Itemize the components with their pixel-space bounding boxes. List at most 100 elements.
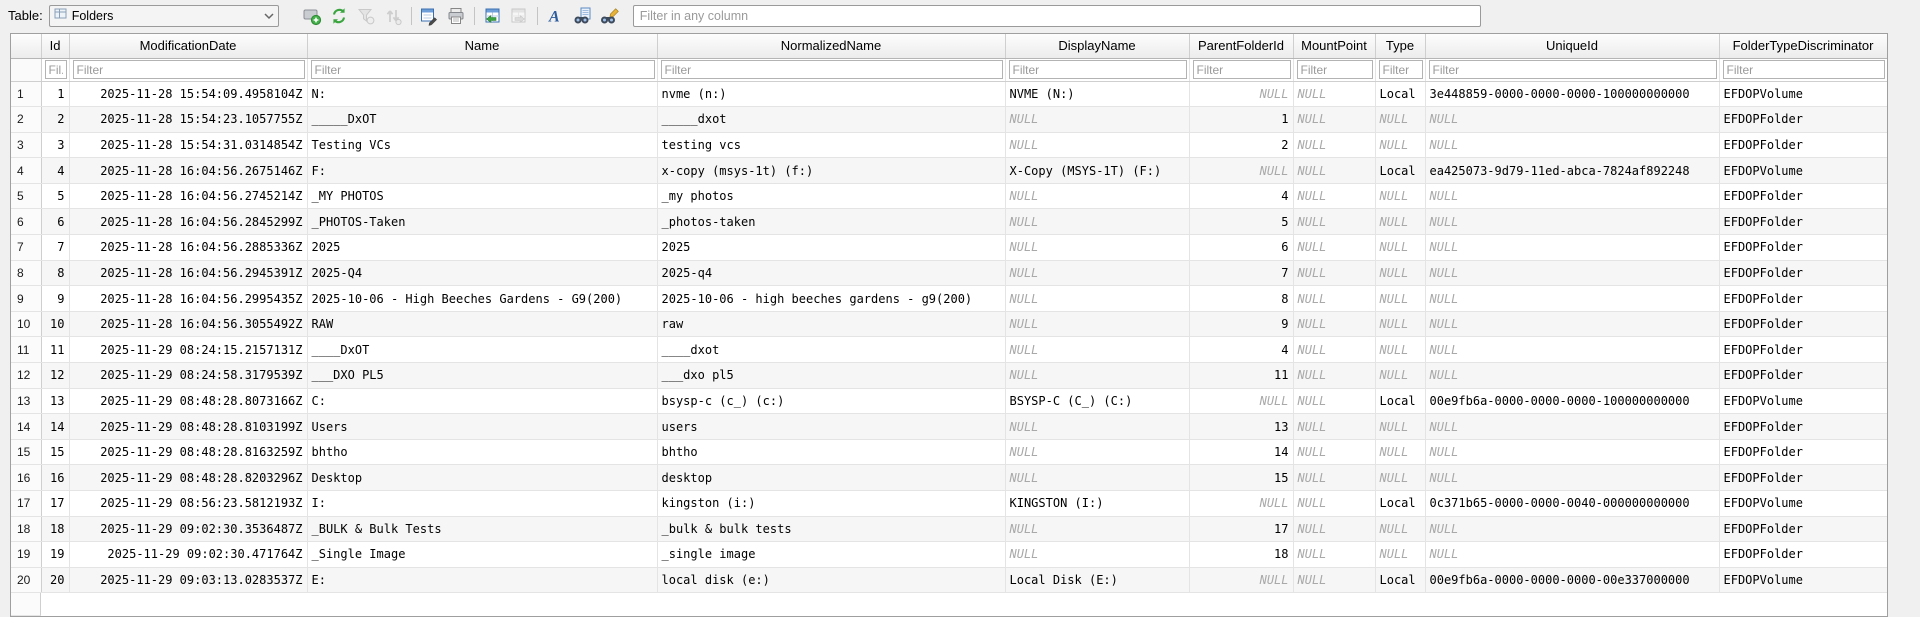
cell-parentfolderid[interactable]: 18 bbox=[1189, 541, 1294, 568]
cell-type[interactable]: NULL bbox=[1375, 260, 1426, 287]
cell-type[interactable]: Local bbox=[1375, 81, 1426, 108]
column-header-displayname[interactable]: DisplayName bbox=[1005, 34, 1190, 59]
cell-displayname[interactable]: NULL bbox=[1005, 439, 1190, 466]
cell-uniqueid[interactable]: NULL bbox=[1425, 234, 1720, 261]
row-number[interactable]: 6 bbox=[11, 208, 42, 236]
cell-normalizedname[interactable]: users bbox=[657, 413, 1006, 440]
cell-mountpoint[interactable]: NULL bbox=[1293, 157, 1376, 184]
cell-name[interactable]: 2025-Q4 bbox=[307, 260, 658, 287]
cell-mountpoint[interactable]: NULL bbox=[1293, 106, 1376, 133]
column-header-modificationdate[interactable]: ModificationDate bbox=[69, 34, 308, 59]
cell-modificationdate[interactable]: 2025-11-28 16:04:56.2675146Z bbox=[69, 157, 308, 184]
row-number[interactable]: 3 bbox=[11, 132, 42, 159]
column-filter-input-displayname[interactable] bbox=[1008, 60, 1187, 79]
cell-uniqueid[interactable]: NULL bbox=[1425, 311, 1720, 338]
cell-normalizedname[interactable]: x-copy (msys-1t) (f:) bbox=[657, 157, 1006, 184]
cell-modificationdate[interactable]: 2025-11-28 16:04:56.2995435Z bbox=[69, 285, 308, 312]
cell-mountpoint[interactable]: NULL bbox=[1293, 285, 1376, 312]
cell-parentfolderid[interactable]: 11 bbox=[1189, 362, 1294, 389]
row-number[interactable]: 9 bbox=[11, 285, 42, 312]
cell-type[interactable]: NULL bbox=[1375, 285, 1426, 312]
cell-id[interactable]: 6 bbox=[41, 208, 70, 236]
cell-displayname[interactable]: NULL bbox=[1005, 285, 1190, 312]
cell-foldertypediscriminator[interactable]: EFDOPFolder bbox=[1719, 439, 1887, 466]
cell-normalizedname[interactable]: _single image bbox=[657, 541, 1006, 568]
column-header-uniqueid[interactable]: UniqueId bbox=[1425, 34, 1720, 59]
column-header-mountpoint[interactable]: MountPoint bbox=[1293, 34, 1376, 59]
cell-parentfolderid[interactable]: 1 bbox=[1189, 106, 1294, 133]
row-number[interactable]: 18 bbox=[11, 516, 42, 543]
find-replace-button[interactable] bbox=[597, 4, 622, 28]
cell-uniqueid[interactable]: NULL bbox=[1425, 464, 1720, 491]
cell-normalizedname[interactable]: nvme (n:) bbox=[657, 81, 1006, 108]
row-number[interactable]: 13 bbox=[11, 388, 42, 415]
cell-displayname[interactable]: NULL bbox=[1005, 106, 1190, 133]
cell-normalizedname[interactable]: 2025 bbox=[657, 234, 1006, 261]
cell-id[interactable]: 16 bbox=[41, 464, 70, 491]
cell-foldertypediscriminator[interactable]: EFDOPFolder bbox=[1719, 464, 1887, 491]
cell-foldertypediscriminator[interactable]: EFDOPFolder bbox=[1719, 132, 1887, 159]
row-number[interactable]: 20 bbox=[11, 567, 42, 594]
cell-uniqueid[interactable]: NULL bbox=[1425, 132, 1720, 159]
cell-uniqueid[interactable]: NULL bbox=[1425, 541, 1720, 568]
cell-foldertypediscriminator[interactable]: EFDOPVolume bbox=[1719, 157, 1887, 184]
column-filter-input-normalizedname[interactable] bbox=[660, 60, 1003, 79]
cell-uniqueid[interactable]: NULL bbox=[1425, 285, 1720, 312]
cell-foldertypediscriminator[interactable]: EFDOPVolume bbox=[1719, 490, 1887, 517]
refresh-button[interactable] bbox=[327, 4, 352, 28]
table-selector[interactable]: Folders bbox=[48, 4, 279, 27]
column-filter-input-parentfolderid[interactable] bbox=[1192, 60, 1291, 79]
cell-type[interactable]: NULL bbox=[1375, 106, 1426, 133]
cell-id[interactable]: 7 bbox=[41, 234, 70, 261]
cell-parentfolderid[interactable]: 6 bbox=[1189, 234, 1294, 261]
cell-uniqueid[interactable]: ea425073-9d79-11ed-abca-7824af892248 bbox=[1425, 157, 1720, 184]
cell-id[interactable]: 3 bbox=[41, 132, 70, 159]
cell-modificationdate[interactable]: 2025-11-29 08:48:28.8163259Z bbox=[69, 439, 308, 466]
cell-type[interactable]: Local bbox=[1375, 567, 1426, 594]
cell-parentfolderid[interactable]: 15 bbox=[1189, 464, 1294, 491]
cell-displayname[interactable]: NVME (N:) bbox=[1005, 81, 1190, 108]
cell-normalizedname[interactable]: _my photos bbox=[657, 183, 1006, 210]
cell-uniqueid[interactable]: NULL bbox=[1425, 439, 1720, 466]
cell-type[interactable]: NULL bbox=[1375, 362, 1426, 389]
cell-normalizedname[interactable]: 2025-q4 bbox=[657, 260, 1006, 287]
cell-parentfolderid[interactable]: 14 bbox=[1189, 439, 1294, 466]
cell-mountpoint[interactable]: NULL bbox=[1293, 336, 1376, 364]
cell-name[interactable]: _PHOTOS-Taken bbox=[307, 208, 658, 236]
column-filter-input-id[interactable] bbox=[44, 60, 67, 79]
cell-type[interactable]: Local bbox=[1375, 157, 1426, 184]
cell-uniqueid[interactable]: NULL bbox=[1425, 413, 1720, 440]
cell-normalizedname[interactable]: bhtho bbox=[657, 439, 1006, 466]
cell-parentfolderid[interactable]: NULL bbox=[1189, 81, 1294, 108]
cell-displayname[interactable]: NULL bbox=[1005, 183, 1190, 210]
cell-id[interactable]: 10 bbox=[41, 311, 70, 338]
cell-id[interactable]: 2 bbox=[41, 106, 70, 133]
row-number[interactable]: 5 bbox=[11, 183, 42, 210]
cell-name[interactable]: _BULK & Bulk Tests bbox=[307, 516, 658, 543]
cell-normalizedname[interactable]: desktop bbox=[657, 464, 1006, 491]
cell-mountpoint[interactable]: NULL bbox=[1293, 234, 1376, 261]
cell-modificationdate[interactable]: 2025-11-29 08:24:15.2157131Z bbox=[69, 336, 308, 364]
cell-id[interactable]: 12 bbox=[41, 362, 70, 389]
cell-mountpoint[interactable]: NULL bbox=[1293, 208, 1376, 236]
cell-name[interactable]: I: bbox=[307, 490, 658, 517]
cell-name[interactable]: RAW bbox=[307, 311, 658, 338]
cell-modificationdate[interactable]: 2025-11-29 09:02:30.3536487Z bbox=[69, 516, 308, 543]
cell-name[interactable]: 2025 bbox=[307, 234, 658, 261]
cell-parentfolderid[interactable]: 7 bbox=[1189, 260, 1294, 287]
cell-type[interactable]: Local bbox=[1375, 490, 1426, 517]
column-header-type[interactable]: Type bbox=[1375, 34, 1426, 59]
cell-id[interactable]: 14 bbox=[41, 413, 70, 440]
cell-mountpoint[interactable]: NULL bbox=[1293, 490, 1376, 517]
cell-modificationdate[interactable]: 2025-11-28 16:04:56.2945391Z bbox=[69, 260, 308, 287]
row-number[interactable]: 1 bbox=[11, 81, 42, 108]
cell-mountpoint[interactable]: NULL bbox=[1293, 516, 1376, 543]
cell-uniqueid[interactable]: 0c371b65-0000-0000-0040-000000000000 bbox=[1425, 490, 1720, 517]
cell-normalizedname[interactable]: ____dxot bbox=[657, 336, 1006, 364]
cell-mountpoint[interactable]: NULL bbox=[1293, 132, 1376, 159]
cell-parentfolderid[interactable]: NULL bbox=[1189, 388, 1294, 415]
cell-mountpoint[interactable]: NULL bbox=[1293, 81, 1376, 108]
cell-displayname[interactable]: NULL bbox=[1005, 260, 1190, 287]
cell-modificationdate[interactable]: 2025-11-28 16:04:56.2845299Z bbox=[69, 208, 308, 236]
cell-normalizedname[interactable]: kingston (i:) bbox=[657, 490, 1006, 517]
